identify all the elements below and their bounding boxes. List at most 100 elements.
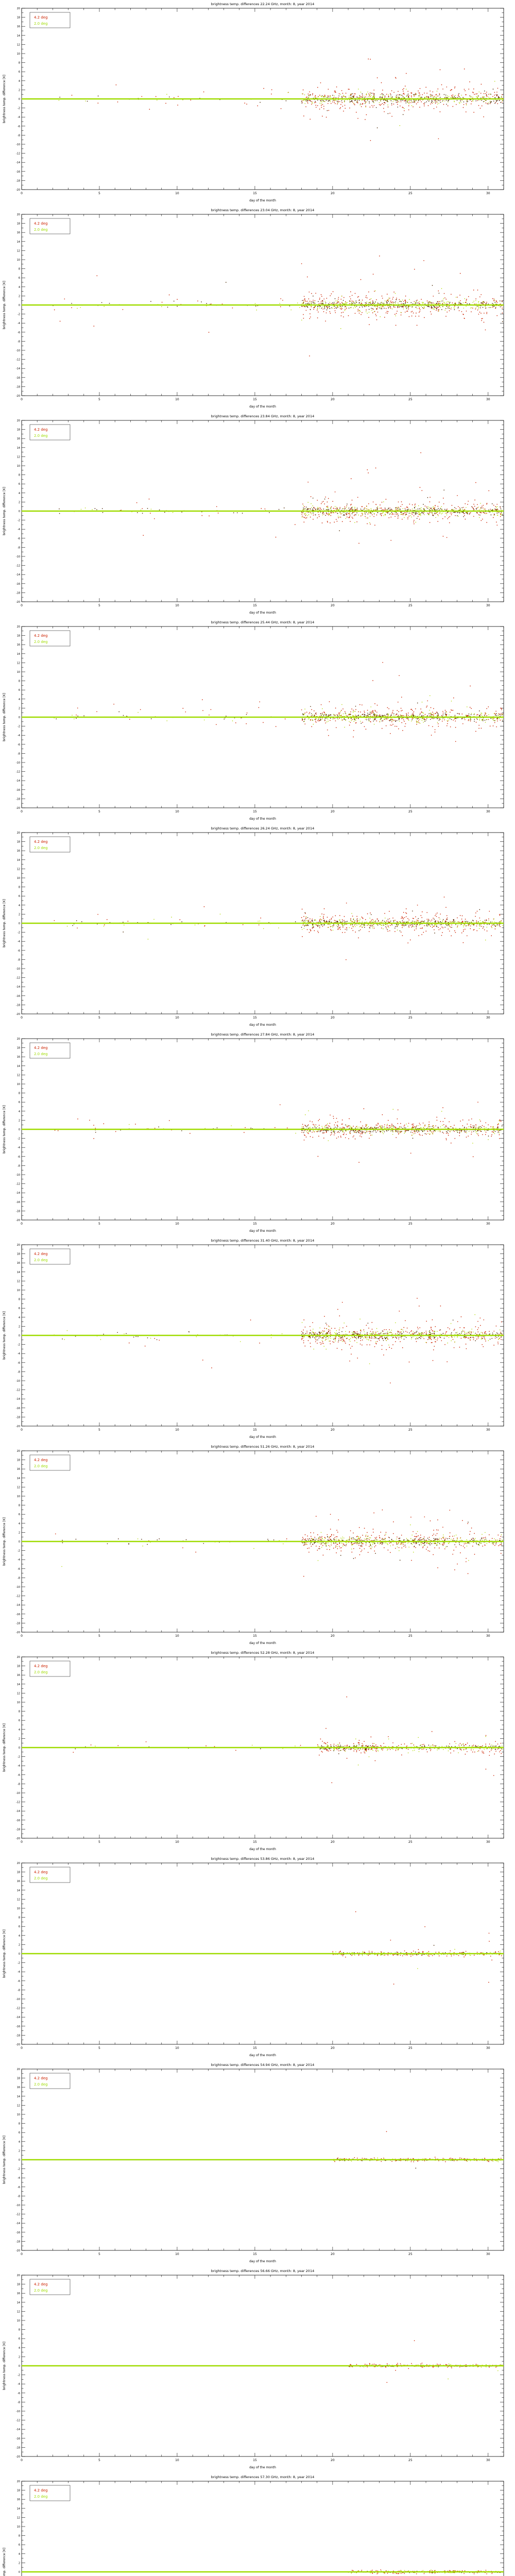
y-tick-label: -12 [16, 1595, 20, 1598]
scatter-series-4-2deg [128, 1298, 503, 1384]
scatter-series-4-2deg [332, 1911, 502, 1985]
x-tick-label: 30 [486, 192, 490, 195]
y-tick-label: 10 [17, 671, 20, 674]
y-tick-label: 16 [17, 1880, 20, 1883]
x-tick-label: 0 [21, 1428, 23, 1432]
y-tick-label: 2 [19, 1531, 20, 1534]
y-tick-label: -20 [16, 1013, 20, 1016]
y-tick-label: 2 [19, 501, 20, 504]
legend: 4.2 deg 2.0 deg [29, 1042, 71, 1059]
y-tick-label: -8 [18, 340, 20, 343]
legend-box [29, 2279, 71, 2295]
y-tick-label: 2 [19, 89, 20, 92]
y-tick-label: -10 [16, 2204, 20, 2207]
x-tick-label: 25 [408, 192, 413, 195]
legend-label-2-0deg: 2.0 deg [34, 228, 48, 232]
x-tick-label: 15 [253, 604, 257, 607]
y-tick-label: -2 [18, 1550, 20, 1553]
y-tick-label: 18 [17, 1459, 20, 1462]
y-tick-label: 20 [17, 2274, 20, 2277]
y-tick-label: 16 [17, 1674, 20, 1677]
y-tick-label: 14 [17, 653, 20, 656]
y-tick-label: -6 [18, 537, 20, 540]
legend-label-4-2deg: 4.2 deg [34, 1458, 48, 1462]
x-tick-label: 10 [175, 2252, 179, 2256]
y-tick-label: -16 [16, 1613, 20, 1616]
x-axis-label: day of the month [249, 405, 276, 409]
y-tick-label: 18 [17, 841, 20, 844]
y-tick-label: -10 [16, 1998, 20, 2001]
y-tick-label: 10 [17, 259, 20, 262]
y-tick-label: -6 [18, 125, 20, 128]
y-tick-label: 8 [19, 62, 20, 65]
y-axis-label: brightness temp. difference [K] [3, 1723, 6, 1772]
plot-title: brightness temp. differences 25.44 GHz, … [211, 620, 314, 624]
legend: 4.2 deg 2.0 deg [29, 1867, 71, 1883]
x-tick-label: 0 [21, 2046, 23, 2050]
legend-label-2-0deg: 2.0 deg [34, 1052, 48, 1056]
y-tick-label: -6 [18, 2186, 20, 2189]
y-tick-label: -14 [16, 1192, 20, 1195]
x-tick-label: 0 [21, 810, 23, 814]
y-tick-label: 18 [17, 429, 20, 432]
y-tick-label: -20 [16, 2455, 20, 2459]
legend: 4.2 deg 2.0 deg [29, 1248, 71, 1265]
legend-label-2-0deg: 2.0 deg [34, 22, 48, 26]
x-tick-label: 10 [175, 604, 179, 607]
x-axis-label: day of the month [249, 199, 276, 202]
x-tick-label: 30 [486, 1428, 490, 1432]
y-tick-label: -10 [16, 555, 20, 558]
y-tick-label: -8 [18, 1783, 20, 1786]
scatter-series-2-0deg [58, 81, 503, 126]
y-tick-label: 16 [17, 1056, 20, 1059]
plot-panel-51-26ghz: 0 5 10 15 20 25 30 -20 -18 -16 -14 -12 -10 -8 -6 -4 -2 0 2… [0, 1443, 515, 1649]
y-tick-label: 4 [19, 2141, 20, 2144]
x-tick-label: 5 [98, 192, 100, 195]
scatter-series-2-0deg [77, 288, 503, 329]
y-tick-label: 8 [19, 1917, 20, 1920]
plot-panel-23-84ghz: 0 5 10 15 20 25 30 -20 -18 -16 -14 -12 -10 -8 -6 -4 -2 0 2… [0, 412, 515, 618]
y-tick-label: -12 [16, 2419, 20, 2422]
y-tick-label: 6 [19, 2544, 20, 2547]
y-axis-label: brightness temp. difference [K] [3, 1517, 6, 1566]
legend: 4.2 deg 2.0 deg [29, 424, 71, 440]
y-tick-label: -12 [16, 977, 20, 980]
y-axis-label: brightness temp. difference [K] [3, 487, 6, 535]
plot-svg-27-84ghz: 0 5 10 15 20 25 30-20-18-16-14-12-10-8-6-4-202… [3, 1032, 504, 1233]
plot-svg-57-30ghz: 051015202530-20-18-16-14-12-10-8-6-4-202… [3, 2475, 504, 2576]
legend-box [29, 1454, 71, 1471]
x-tick-label: 20 [331, 810, 335, 814]
y-tick-label: 6 [19, 277, 20, 280]
legend-box [29, 424, 71, 440]
y-tick-label: -10 [16, 761, 20, 765]
y-tick-label: -16 [16, 1201, 20, 1204]
plot-title: brightness temp. differences 52.28 GHz, … [211, 1651, 314, 1655]
y-tick-label: -16 [16, 1407, 20, 1410]
x-tick-label: 15 [253, 2252, 257, 2256]
legend-label-4-2deg: 4.2 deg [34, 2282, 48, 2286]
x-axis-label: day of the month [249, 1848, 276, 1851]
y-tick-label: 20 [17, 1038, 20, 1041]
plot-panel-23-04ghz: 0 5 10 15 20 25 30 -20 -18 -16 -14 -12 -10 -8 -6 -4 -2 0 2… [0, 206, 515, 412]
y-axis-label: brightness temp. difference [K] [3, 2548, 6, 2576]
y-tick-label: 4 [19, 80, 20, 83]
y-tick-label: 20 [17, 419, 20, 422]
y-tick-label: -12 [16, 2213, 20, 2216]
x-tick-label: 10 [175, 2046, 179, 2050]
y-tick-label: 14 [17, 2507, 20, 2511]
y-tick-label: -2 [18, 519, 20, 522]
y-tick-label: -2 [18, 2374, 20, 2377]
y-tick-label: 4 [19, 1316, 20, 1319]
y-tick-label: -8 [18, 1577, 20, 1580]
y-tick-label: 14 [17, 241, 20, 244]
x-tick-label: 15 [253, 810, 257, 814]
x-tick-label: 25 [408, 1016, 413, 1020]
y-tick-label: -2 [18, 1756, 20, 1759]
x-tick-label: 10 [175, 1840, 179, 1844]
scatter-series-2-0deg [54, 1314, 502, 1364]
y-tick-label: 8 [19, 1710, 20, 1714]
x-tick-label: 30 [486, 2046, 490, 2050]
